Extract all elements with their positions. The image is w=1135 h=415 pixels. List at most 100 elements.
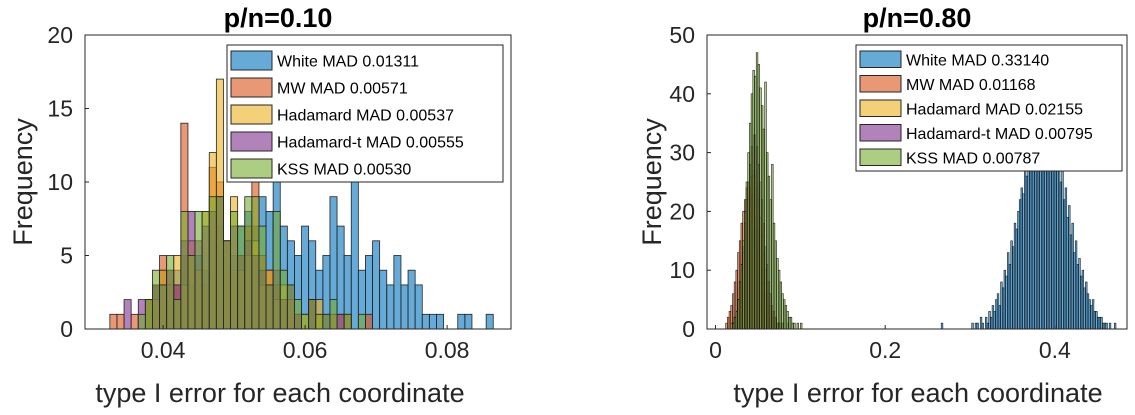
legend-swatch (859, 50, 902, 68)
histogram-bar (286, 284, 295, 330)
histogram-bar (201, 210, 210, 330)
histogram-bar (308, 299, 317, 330)
chart-left-bars (109, 78, 494, 330)
histogram-bar (386, 284, 395, 330)
chart-left-legend: White MAD 0.01311 MW MAD 0.00571 Hadamard … (226, 44, 504, 183)
y-tick-label: 10 (47, 169, 73, 195)
histogram-bar (1105, 322, 1108, 330)
histogram-bar (414, 284, 423, 330)
x-tick-label: 0.4 (1039, 337, 1071, 363)
legend-label: Hadamard-t MAD 0.00795 (906, 126, 1093, 143)
histogram-bar (976, 322, 979, 330)
y-tick-label: 20 (669, 198, 695, 224)
histogram-bar (407, 269, 416, 330)
histogram-bar (301, 225, 310, 330)
x-tick-label: 0.08 (425, 337, 470, 363)
x-tick-label: 0.2 (869, 337, 901, 363)
histogram-bar (464, 313, 473, 330)
legend-swatch (859, 75, 902, 93)
histogram-bar (144, 299, 153, 330)
legend-swatch (230, 158, 273, 179)
histogram-bar (137, 313, 146, 330)
histogram-bar (1108, 322, 1112, 330)
y-tick-label: 0 (60, 316, 73, 342)
histogram-bar (329, 299, 338, 330)
legend-swatch (859, 148, 902, 166)
histogram-bar (223, 240, 231, 330)
legend-swatch (859, 99, 902, 117)
histogram-bar (400, 284, 409, 330)
histogram-bar (152, 269, 160, 330)
histogram-bar (230, 210, 239, 330)
histogram-bar (336, 313, 345, 330)
histogram-bar (971, 322, 974, 330)
y-tick-label: 30 (669, 140, 695, 166)
histogram-bar (109, 313, 118, 330)
legend-swatch (230, 77, 273, 98)
histogram-bar (365, 313, 373, 330)
y-tick-label: 15 (47, 96, 73, 122)
chart-right-title: p/n=0.80 (863, 3, 972, 33)
chart-right-ticks: 0 0.2 0.4 0 10 20 30 40 50 (669, 22, 1071, 363)
histogram-bar (116, 313, 125, 330)
histogram-bar (393, 255, 402, 330)
x-tick-label: 0.06 (283, 337, 328, 363)
histogram-bar (123, 299, 132, 330)
histogram-bar (315, 313, 324, 330)
y-tick-label: 5 (60, 243, 73, 269)
legend-label: KSS MAD 0.00787 (906, 150, 1040, 167)
histogram-bar (379, 269, 388, 330)
legend-label: White MAD 0.01311 (277, 54, 419, 71)
chart-left-xlabel: type I error for each coordinate (95, 378, 464, 408)
histogram-bar (279, 269, 288, 330)
chart-left-title: p/n=0.10 (224, 3, 333, 33)
y-tick-label: 40 (669, 81, 695, 107)
histogram-bar (173, 299, 182, 330)
chart-right-ylabel: Frequency (637, 118, 667, 246)
legend-box (226, 44, 504, 183)
y-tick-label: 50 (669, 22, 695, 48)
legend-label: Hadamard-t MAD 0.00555 (277, 135, 464, 152)
legend-swatch (230, 131, 273, 152)
histogram-bar (208, 196, 217, 330)
histogram-bar (272, 210, 281, 330)
histogram-bar (180, 210, 189, 330)
histogram-bar (322, 313, 331, 330)
histogram-bar (428, 313, 437, 330)
legend-swatch (230, 50, 273, 71)
legend-label: Hadamard MAD 0.00537 (277, 108, 454, 125)
chart-right-legend: White MAD 0.33140 MW MAD 0.01168 Hadamard … (855, 44, 1123, 172)
histogram-bar (372, 240, 381, 330)
histogram-bar (485, 313, 494, 330)
histogram-bar (166, 255, 175, 330)
chart-right: p/n=0.80 0 0.2 0.4 0 10 20 30 40 50 type I error… (637, 3, 1128, 408)
histogram-bar (265, 284, 274, 330)
histogram-bar (796, 322, 799, 330)
histogram-bar (940, 322, 944, 330)
chart-right-axes-box (706, 34, 1128, 330)
legend-label: KSS MAD 0.00530 (277, 162, 411, 179)
histogram-bar (187, 255, 196, 330)
legend-swatch (230, 104, 273, 125)
histogram-bar (294, 299, 302, 330)
chart-left-ticks: 0.04 0.06 0.08 0 5 10 15 20 (47, 22, 469, 363)
histogram-bar (244, 196, 253, 330)
histogram-bar (1113, 322, 1117, 330)
y-tick-label: 20 (47, 22, 73, 48)
chart-left: p/n=0.10 0.04 0.06 0.08 0 5 10 15 20 type I err… (8, 3, 512, 408)
histogram-bar (258, 225, 267, 330)
histogram-bar (343, 313, 352, 330)
histogram-bar (350, 166, 359, 330)
histogram-bar (436, 313, 444, 330)
histogram-bar (793, 322, 796, 330)
y-tick-label: 10 (669, 257, 695, 283)
histogram-bar (800, 322, 803, 330)
histogram-bar (981, 322, 984, 330)
legend-label: MW MAD 0.01168 (906, 77, 1036, 94)
histogram-bar (357, 313, 366, 330)
chart-left-ylabel: Frequency (8, 118, 38, 246)
legend-label: White MAD 0.33140 (906, 52, 1049, 69)
histogram-bar (130, 313, 139, 330)
histogram-bar (194, 210, 203, 330)
x-tick-label: 0 (709, 337, 722, 363)
